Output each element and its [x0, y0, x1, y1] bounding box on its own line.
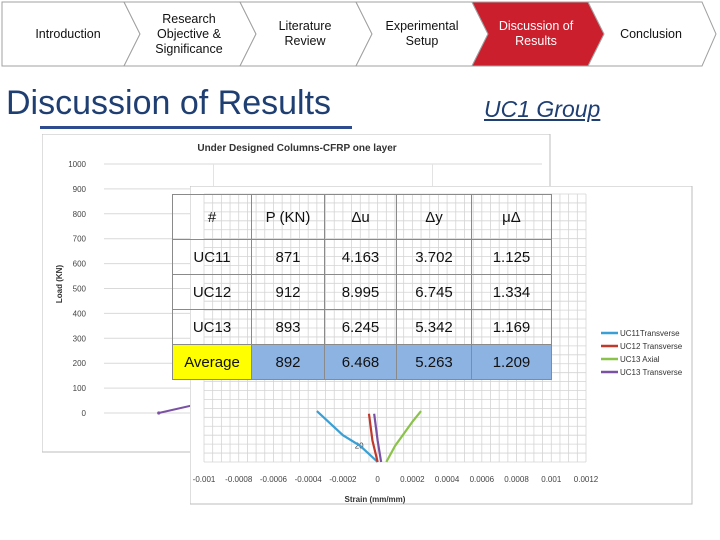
nav-label-research-objective: Research Objective & Significance: [155, 11, 223, 56]
nav-item-conclusion[interactable]: Conclusion: [608, 0, 694, 68]
nav-chevrons: [1, 1, 717, 67]
average-cell: 6.468: [324, 344, 397, 380]
table-row-average: Average 892 6.468 5.263 1.209: [172, 344, 552, 380]
table-cell: UC13: [172, 309, 252, 345]
table-cell: 8.995: [324, 274, 397, 310]
header-number: #: [172, 194, 252, 240]
results-table: # P (KN) Δu Δy μΔ UC11 871 4.163 3.702 1…: [172, 194, 552, 380]
nav-label-conclusion: Conclusion: [620, 26, 682, 41]
strain-chart-xlabel: Strain (mm/mm): [345, 495, 406, 504]
x-tick-label: 0: [375, 475, 380, 484]
table-cell: 5.342: [396, 309, 472, 345]
y-tick-label: 700: [73, 235, 87, 244]
nav-label-literature-review: Literature Review: [278, 19, 332, 48]
x-tick-label: 0.0008: [504, 475, 529, 484]
header-ductility: μΔ: [471, 194, 552, 240]
table-row: UC11 871 4.163 3.702 1.125: [172, 239, 552, 275]
nav-item-introduction[interactable]: Introduction: [14, 0, 122, 68]
table-cell: 6.245: [324, 309, 397, 345]
nav-label-introduction: Introduction: [35, 26, 101, 41]
load-chart-title: Under Designed Columns-CFRP one layer: [197, 143, 396, 154]
nav-label-discussion: Discussion of Results: [498, 19, 574, 48]
table-cell: UC11: [172, 239, 252, 275]
x-tick-label: -0.0006: [260, 475, 288, 484]
x-tick-label: -0.001: [193, 475, 216, 484]
title-underline: [40, 126, 352, 129]
table-cell: 3.702: [396, 239, 472, 275]
average-label: Average: [172, 344, 252, 380]
header-delta-u: Δu: [324, 194, 397, 240]
x-tick-label: -0.0004: [295, 475, 323, 484]
legend-label: UC12 Transverse: [620, 342, 683, 351]
y-tick-label: 100: [73, 384, 87, 393]
average-cell: 5.263: [396, 344, 472, 380]
table-cell: 1.334: [471, 274, 552, 310]
y-tick-label: 0: [82, 409, 87, 418]
legend-label: UC13 Axial: [620, 355, 660, 364]
average-cell: 892: [251, 344, 325, 380]
x-tick-label: -0.0002: [329, 475, 357, 484]
table-cell: 871: [251, 239, 325, 275]
nav-chevron-conclusion[interactable]: [587, 1, 717, 67]
nav-item-experimental-setup[interactable]: Experimental Setup: [376, 0, 468, 68]
table-cell: 6.745: [396, 274, 472, 310]
load-series-point: [157, 411, 161, 415]
x-tick-label: 0.0004: [435, 475, 460, 484]
x-tick-label: 0.0012: [574, 475, 599, 484]
nav-label-experimental-setup: Experimental Setup: [385, 19, 459, 48]
table-cell: 1.125: [471, 239, 552, 275]
strain-series-line: [316, 410, 379, 463]
y-tick-label: 900: [73, 185, 87, 194]
table-cell: 4.163: [324, 239, 397, 275]
strain-series-line: [385, 410, 422, 463]
table-cell: 893: [251, 309, 325, 345]
table-header-row: # P (KN) Δu Δy μΔ: [172, 194, 552, 240]
table-cell: UC12: [172, 274, 252, 310]
header-delta-y: Δy: [396, 194, 472, 240]
nav-item-literature-review[interactable]: Literature Review: [262, 0, 348, 68]
y-tick-label: 200: [73, 359, 87, 368]
table-row: UC13 893 6.245 5.342 1.169: [172, 309, 552, 345]
group-label: UC1 Group: [484, 96, 601, 122]
nav-item-research-objective[interactable]: Research Objective & Significance: [140, 0, 238, 68]
page-title: Discussion of Results: [6, 84, 332, 122]
y-tick-label: 300: [73, 334, 87, 343]
y-tick-label: 1000: [68, 160, 86, 169]
table-row: UC12 912 8.995 6.745 1.334: [172, 274, 552, 310]
x-tick-label: -0.0008: [225, 475, 253, 484]
table-cell: 1.169: [471, 309, 552, 345]
strain-series-line: [373, 413, 383, 463]
y-tick-label: 800: [73, 210, 87, 219]
legend-label: UC11Transverse: [620, 329, 680, 338]
x-tick-label: 0.001: [541, 475, 562, 484]
y-tick-label: 400: [73, 309, 87, 318]
x-tick-label: 0.0002: [400, 475, 425, 484]
average-cell: 1.209: [471, 344, 552, 380]
load-chart-ylabel: Load (KN): [55, 265, 64, 304]
strain-series-line: [367, 413, 379, 463]
table-cell: 912: [251, 274, 325, 310]
x-tick-label: 0.0006: [470, 475, 495, 484]
nav-item-discussion[interactable]: Discussion of Results: [490, 0, 582, 68]
section-navigation: Introduction Research Objective & Signif…: [0, 0, 720, 70]
y-tick-label: 600: [73, 260, 87, 269]
y-tick-label: 500: [73, 285, 87, 294]
legend-label: UC13 Transverse: [620, 368, 683, 377]
header-load: P (KN): [251, 194, 325, 240]
